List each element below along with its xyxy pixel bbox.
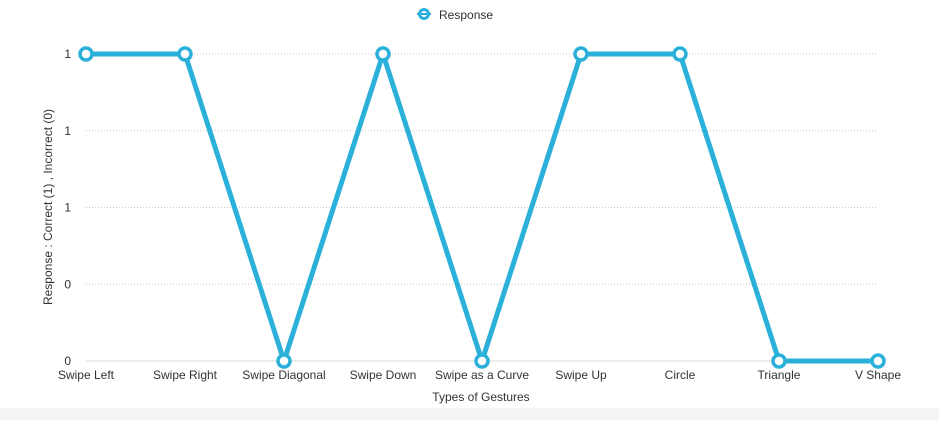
data-point (177, 46, 193, 62)
y-tick-label: 0 (64, 354, 71, 368)
x-tick-label: Swipe Left (58, 368, 115, 382)
data-point (474, 353, 490, 369)
x-tick-label: Swipe Diagonal (242, 368, 325, 382)
legend[interactable]: Response (417, 8, 493, 22)
data-point (573, 46, 589, 62)
data-point (672, 46, 688, 62)
data-point (276, 353, 292, 369)
x-axis: Swipe Left Swipe Right Swipe Diagonal Swipe… (58, 368, 901, 382)
footer-strip (0, 408, 939, 420)
legend-label-response: Response (439, 8, 493, 22)
x-tick-label: Circle (665, 368, 696, 382)
grid (86, 53, 878, 362)
x-tick-label: Swipe Up (555, 368, 607, 382)
x-tick-label: Swipe Down (350, 368, 417, 382)
data-point (870, 353, 886, 369)
y-tick-label: 0 (64, 277, 71, 291)
x-tick-label: Triangle (758, 368, 801, 382)
data-point (771, 353, 787, 369)
y-tick-label: 1 (64, 201, 71, 215)
y-axis-title: Response : Correct (1) , Incorrect (0) (41, 109, 55, 305)
x-axis-title: Types of Gestures (432, 390, 529, 404)
x-tick-label: V Shape (855, 368, 901, 382)
y-tick-label: 1 (64, 124, 71, 138)
data-point (78, 46, 94, 62)
x-tick-label: Swipe as a Curve (435, 368, 529, 382)
y-tick-label: 1 (64, 47, 71, 61)
data-point (375, 46, 391, 62)
x-tick-label: Swipe Right (153, 368, 218, 382)
y-axis: 0 0 1 1 1 (64, 47, 71, 368)
series-response (78, 46, 886, 369)
